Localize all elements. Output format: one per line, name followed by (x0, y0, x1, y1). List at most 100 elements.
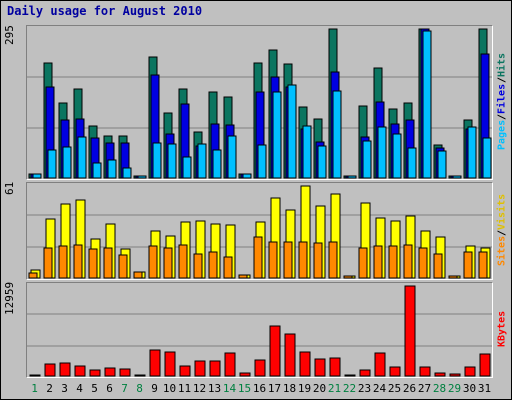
x-tick-day-22: 22 (342, 382, 357, 395)
x-tick-day-3: 3 (61, 382, 68, 395)
y-max-hits: 295 (3, 25, 16, 45)
x-tick-day-23: 23 (357, 382, 372, 395)
pages-bar-day-31 (482, 137, 492, 179)
kbytes-bar-day-12 (194, 360, 206, 377)
kbytes-bar-day-18 (284, 333, 296, 377)
kbytes-bar-day-31 (479, 353, 491, 377)
x-tick-day-31: 31 (477, 382, 492, 395)
x-tick-day-25: 25 (387, 382, 402, 395)
pages-bar-day-25 (392, 133, 402, 179)
x-tick-day-29: 29 (447, 382, 462, 395)
pages-bar-day-12 (197, 143, 207, 179)
hits-chart-svg (27, 28, 492, 179)
sites-bar-day-22 (343, 275, 353, 279)
sites-bar-day-16 (253, 236, 263, 279)
pages-bar-day-11 (182, 156, 192, 179)
sites-bar-day-5 (88, 248, 98, 279)
pages-bar-day-16 (257, 144, 267, 179)
pages-bar-day-22 (347, 175, 357, 179)
kbytes-bar-day-27 (419, 366, 431, 377)
kbytes-bar-day-10 (164, 351, 176, 377)
sites-bar-day-26 (403, 244, 413, 279)
sites-bar-day-3 (58, 245, 68, 279)
sites-bar-day-13 (208, 251, 218, 279)
legend-sites: Sites (496, 236, 508, 267)
legend-visits: Visits (496, 193, 508, 230)
x-tick-day-2: 2 (46, 382, 53, 395)
kbytes-chart-svg (27, 285, 492, 377)
x-tick-day-10: 10 (162, 382, 177, 395)
kbytes-bar-day-24 (374, 352, 386, 377)
legend-pages-files-hits: Pages / Files / Hits (494, 25, 510, 178)
pages-bar-day-21 (332, 90, 342, 179)
x-tick-day-30: 30 (462, 382, 477, 395)
x-tick-day-20: 20 (312, 382, 327, 395)
sites-chart-pane (26, 182, 493, 280)
sites-bar-day-23 (358, 247, 368, 279)
pages-bar-day-7 (122, 167, 132, 179)
chart-title: Daily usage for August 2010 (7, 4, 203, 18)
pages-bar-day-9 (152, 142, 162, 179)
pages-bar-day-30 (467, 126, 477, 179)
x-tick-day-27: 27 (417, 382, 432, 395)
kbytes-bar-day-13 (209, 360, 221, 377)
sites-bar-day-6 (103, 247, 113, 279)
x-tick-day-11: 11 (177, 382, 192, 395)
sites-bar-day-28 (433, 253, 443, 279)
kbytes-bar-day-26 (404, 285, 416, 377)
sites-bar-day-30 (463, 251, 473, 279)
sites-bar-day-7 (118, 254, 128, 279)
x-tick-day-18: 18 (282, 382, 297, 395)
y-max-sites: 61 (3, 182, 16, 196)
x-tick-day-7: 7 (121, 382, 128, 395)
pages-bar-day-4 (77, 136, 87, 179)
kbytes-bar-day-4 (74, 365, 86, 377)
kbytes-bar-day-9 (149, 349, 161, 377)
kbytes-bar-day-20 (314, 358, 326, 377)
pages-bar-day-20 (317, 145, 327, 179)
x-tick-day-13: 13 (207, 382, 222, 395)
x-tick-day-15: 15 (237, 382, 252, 395)
x-tick-day-12: 12 (192, 382, 207, 395)
legend-hits: Hits (496, 53, 508, 78)
sites-bar-day-25 (388, 245, 398, 279)
sites-bar-day-14 (223, 256, 233, 279)
y-max-kbytes: 12959 (3, 282, 16, 316)
kbytes-bar-day-21 (329, 357, 341, 377)
pages-bar-day-28 (437, 150, 447, 179)
kbytes-bar-day-11 (179, 365, 191, 377)
sites-bar-day-20 (313, 242, 323, 279)
x-tick-day-28: 28 (432, 382, 447, 395)
legend-sep-1: / (496, 113, 508, 120)
kbytes-bar-day-29 (449, 373, 461, 377)
sites-bar-day-12 (193, 253, 203, 279)
pages-bar-day-15 (242, 173, 252, 179)
sites-bar-day-10 (163, 247, 173, 279)
legend-files: Files (496, 83, 508, 114)
kbytes-bar-day-15 (239, 372, 251, 377)
kbytes-chart-pane (26, 282, 493, 378)
x-tick-day-4: 4 (76, 382, 83, 395)
sites-bar-day-31 (478, 251, 488, 279)
pages-bar-day-29 (452, 175, 462, 179)
sites-bar-day-21 (328, 241, 338, 279)
pages-bar-day-3 (62, 146, 72, 179)
pages-bar-day-24 (377, 126, 387, 179)
kbytes-bar-day-22 (344, 374, 356, 377)
legend-kbytes-label: KBytes (496, 310, 508, 348)
sites-bar-day-15 (238, 274, 248, 279)
pages-bar-day-26 (407, 147, 417, 179)
x-tick-day-16: 16 (252, 382, 267, 395)
sites-bar-day-24 (373, 245, 383, 279)
pages-bar-day-10 (167, 143, 177, 179)
sites-bar-day-29 (448, 275, 458, 279)
sites-bar-day-1 (28, 272, 38, 279)
x-tick-day-9: 9 (151, 382, 158, 395)
sites-bar-day-27 (418, 247, 428, 279)
legend-sites-visits: Sites / Visits (494, 182, 510, 278)
pages-bar-day-19 (302, 125, 312, 179)
x-axis-day-labels: 1 2 3 4 5 6 7 8 9 10 11 12 13 14 15 16 17 18 19 20 21 22 23 24 2… (26, 382, 491, 396)
x-tick-day-19: 19 (297, 382, 312, 395)
legend-pages: Pages (496, 119, 508, 150)
